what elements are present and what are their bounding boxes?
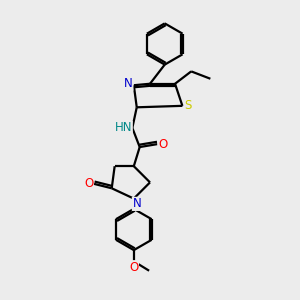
Text: O: O	[129, 261, 138, 274]
Text: O: O	[84, 177, 93, 190]
Text: N: N	[132, 197, 141, 210]
Text: HN: HN	[115, 122, 132, 134]
Text: O: O	[158, 138, 167, 151]
Text: S: S	[184, 99, 192, 112]
Text: N: N	[124, 77, 133, 90]
